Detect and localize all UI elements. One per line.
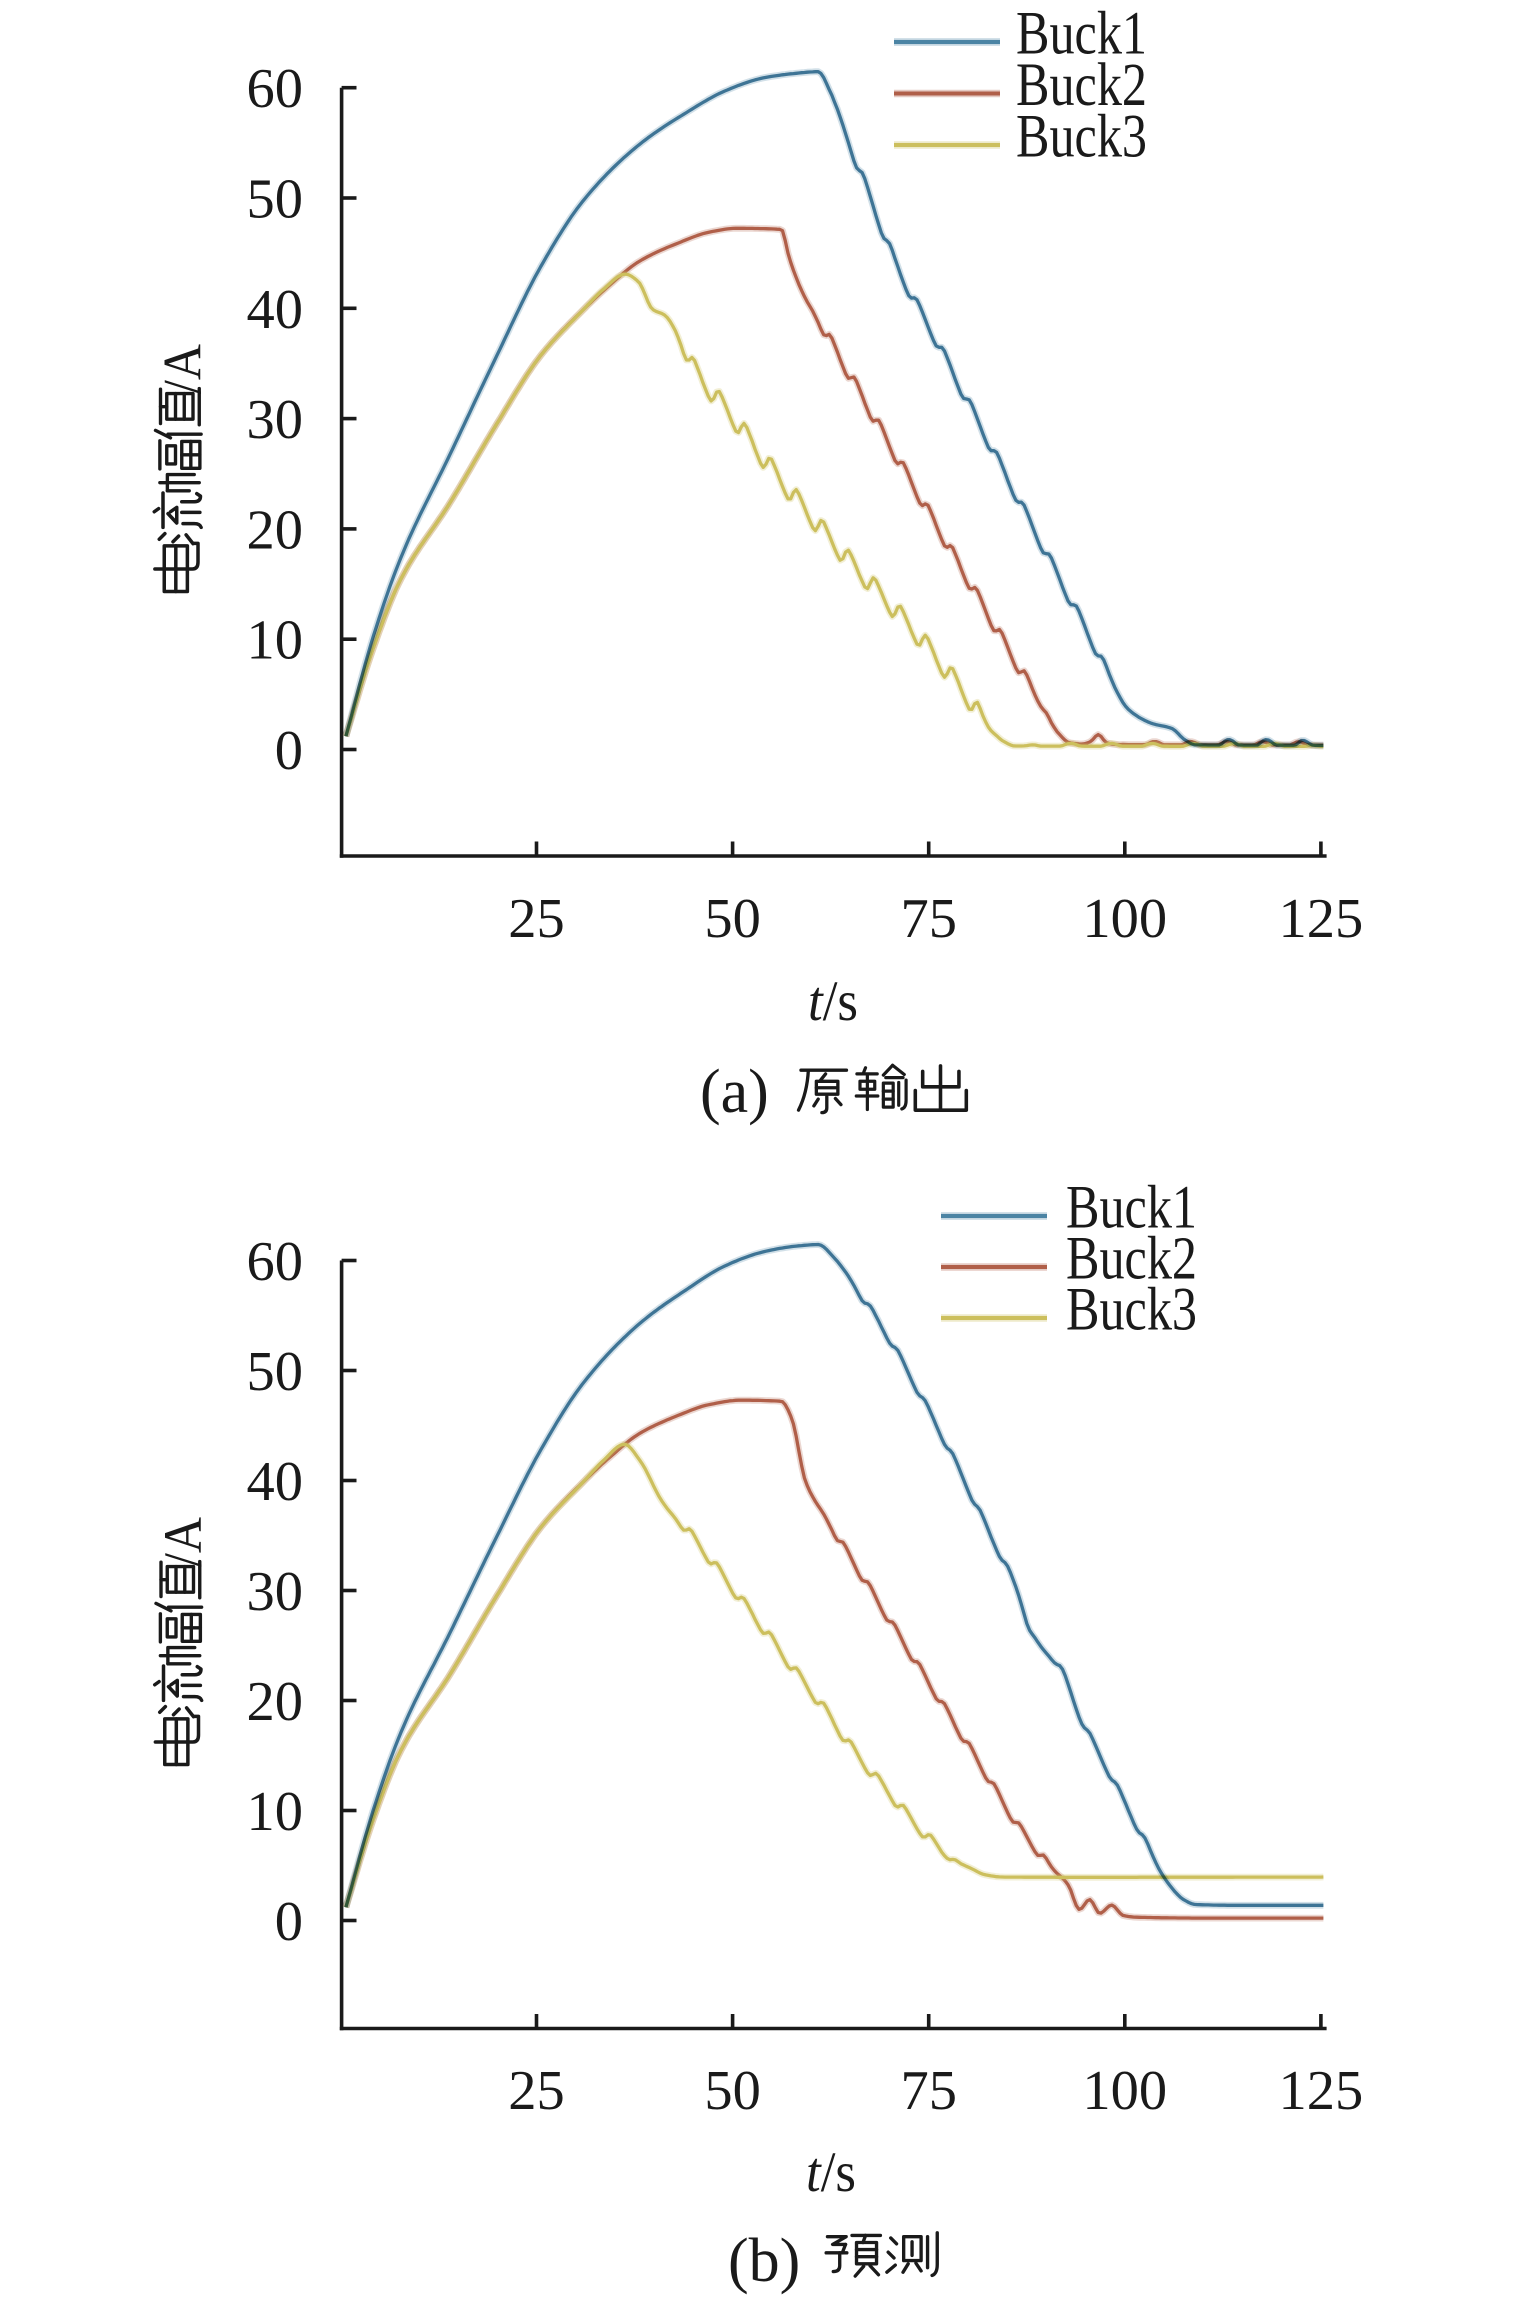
svg-text:50: 50 [704,888,761,950]
svg-text:125: 125 [1279,888,1364,950]
svg-text:50: 50 [247,1341,304,1403]
svg-text:t/s: t/s [806,2141,856,2204]
svg-text:100: 100 [1082,2060,1167,2122]
svg-text:20: 20 [247,1671,304,1733]
svg-text:60: 60 [247,58,304,120]
svg-text:40: 40 [247,1451,304,1513]
svg-text:25: 25 [508,888,565,950]
svg-text:30: 30 [247,389,304,451]
svg-text:125: 125 [1279,2060,1364,2122]
svg-text:/A: /A [153,1517,213,1567]
svg-text:Buck1: Buck1 [1016,1,1147,68]
svg-text:40: 40 [247,279,304,341]
svg-text:t/s: t/s [808,970,858,1033]
svg-text:50: 50 [704,2060,761,2122]
svg-text:Buck3: Buck3 [1066,1277,1197,1344]
svg-text:100: 100 [1082,888,1167,950]
svg-text:Buck3: Buck3 [1016,104,1147,171]
svg-text:Buck2: Buck2 [1016,52,1147,119]
svg-text:(b): (b) [728,2227,800,2295]
svg-text:Buck2: Buck2 [1066,1226,1197,1293]
svg-text:0: 0 [275,1891,303,1953]
svg-text:75: 75 [900,2060,957,2122]
svg-text:75: 75 [900,888,957,950]
svg-text:30: 30 [247,1561,304,1623]
svg-text:25: 25 [508,2060,565,2122]
svg-text:20: 20 [247,499,304,561]
svg-text:50: 50 [247,169,304,231]
svg-text:10: 10 [247,610,304,672]
svg-text:/A: /A [153,344,213,394]
svg-text:0: 0 [275,720,303,782]
svg-text:10: 10 [247,1781,304,1843]
svg-text:(a): (a) [700,1058,769,1126]
svg-text:Buck1: Buck1 [1066,1175,1197,1242]
svg-text:60: 60 [247,1231,304,1293]
